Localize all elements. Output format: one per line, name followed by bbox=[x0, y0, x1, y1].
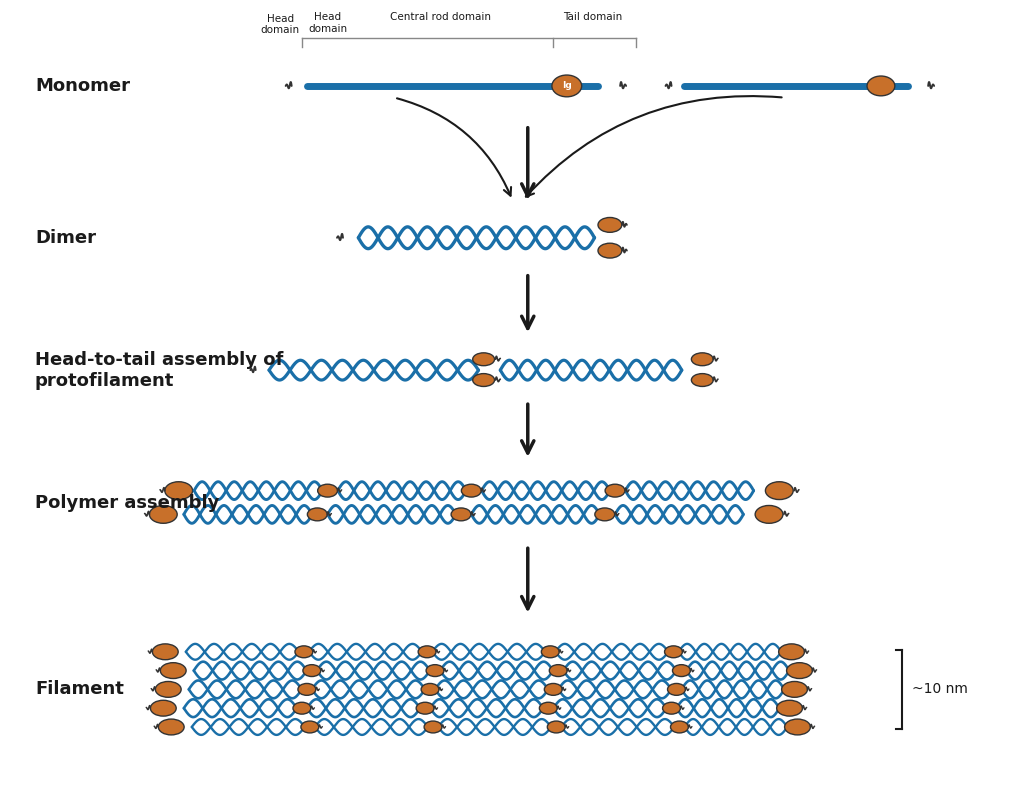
Ellipse shape bbox=[416, 702, 434, 714]
Ellipse shape bbox=[552, 75, 582, 97]
FancyArrowPatch shape bbox=[397, 98, 511, 196]
Ellipse shape bbox=[165, 482, 193, 500]
Ellipse shape bbox=[756, 505, 782, 523]
Ellipse shape bbox=[418, 646, 436, 658]
Ellipse shape bbox=[473, 374, 495, 386]
Ellipse shape bbox=[318, 484, 337, 497]
Ellipse shape bbox=[662, 702, 680, 714]
Ellipse shape bbox=[473, 353, 495, 366]
Text: ~10 nm: ~10 nm bbox=[913, 682, 969, 696]
Ellipse shape bbox=[668, 683, 685, 696]
Text: Head
domain: Head domain bbox=[308, 12, 347, 34]
FancyArrowPatch shape bbox=[522, 127, 534, 196]
FancyArrowPatch shape bbox=[522, 548, 534, 609]
Text: Monomer: Monomer bbox=[35, 77, 130, 95]
Ellipse shape bbox=[155, 682, 181, 697]
FancyArrowPatch shape bbox=[526, 96, 781, 197]
Text: Central rod domain: Central rod domain bbox=[390, 12, 491, 22]
Ellipse shape bbox=[548, 721, 565, 733]
Ellipse shape bbox=[595, 508, 615, 521]
Text: Tail domain: Tail domain bbox=[563, 12, 622, 22]
Ellipse shape bbox=[421, 683, 439, 696]
Ellipse shape bbox=[544, 683, 562, 696]
FancyArrowPatch shape bbox=[522, 404, 534, 453]
Text: Polymer assembly: Polymer assembly bbox=[35, 493, 219, 512]
Ellipse shape bbox=[598, 243, 622, 258]
Text: Filament: Filament bbox=[35, 681, 124, 698]
Ellipse shape bbox=[781, 682, 807, 697]
Text: Dimer: Dimer bbox=[35, 229, 96, 247]
Ellipse shape bbox=[426, 665, 444, 677]
Ellipse shape bbox=[149, 505, 177, 523]
Ellipse shape bbox=[867, 76, 895, 96]
Ellipse shape bbox=[152, 644, 178, 660]
Ellipse shape bbox=[301, 721, 319, 733]
Ellipse shape bbox=[673, 665, 690, 677]
FancyArrowPatch shape bbox=[522, 275, 534, 328]
Ellipse shape bbox=[539, 702, 557, 714]
Ellipse shape bbox=[785, 719, 810, 735]
Ellipse shape bbox=[541, 646, 559, 658]
Ellipse shape bbox=[298, 683, 316, 696]
Ellipse shape bbox=[451, 508, 471, 521]
Ellipse shape bbox=[598, 217, 622, 232]
Ellipse shape bbox=[462, 484, 481, 497]
Ellipse shape bbox=[295, 646, 313, 658]
Ellipse shape bbox=[293, 702, 310, 714]
Ellipse shape bbox=[150, 700, 176, 716]
Ellipse shape bbox=[307, 508, 327, 521]
Ellipse shape bbox=[550, 665, 567, 677]
Ellipse shape bbox=[158, 719, 184, 735]
Ellipse shape bbox=[787, 663, 812, 678]
Text: Head-to-tail assembly of
protofilament: Head-to-tail assembly of protofilament bbox=[35, 351, 284, 390]
Ellipse shape bbox=[303, 665, 321, 677]
Ellipse shape bbox=[766, 482, 793, 500]
Ellipse shape bbox=[776, 700, 802, 716]
Text: Head
domain: Head domain bbox=[261, 13, 300, 35]
Ellipse shape bbox=[691, 374, 713, 386]
Ellipse shape bbox=[778, 644, 804, 660]
Ellipse shape bbox=[671, 721, 688, 733]
Ellipse shape bbox=[664, 646, 682, 658]
Text: Ig: Ig bbox=[562, 81, 571, 91]
Ellipse shape bbox=[160, 663, 186, 678]
Ellipse shape bbox=[691, 353, 713, 366]
Ellipse shape bbox=[605, 484, 625, 497]
Ellipse shape bbox=[424, 721, 442, 733]
